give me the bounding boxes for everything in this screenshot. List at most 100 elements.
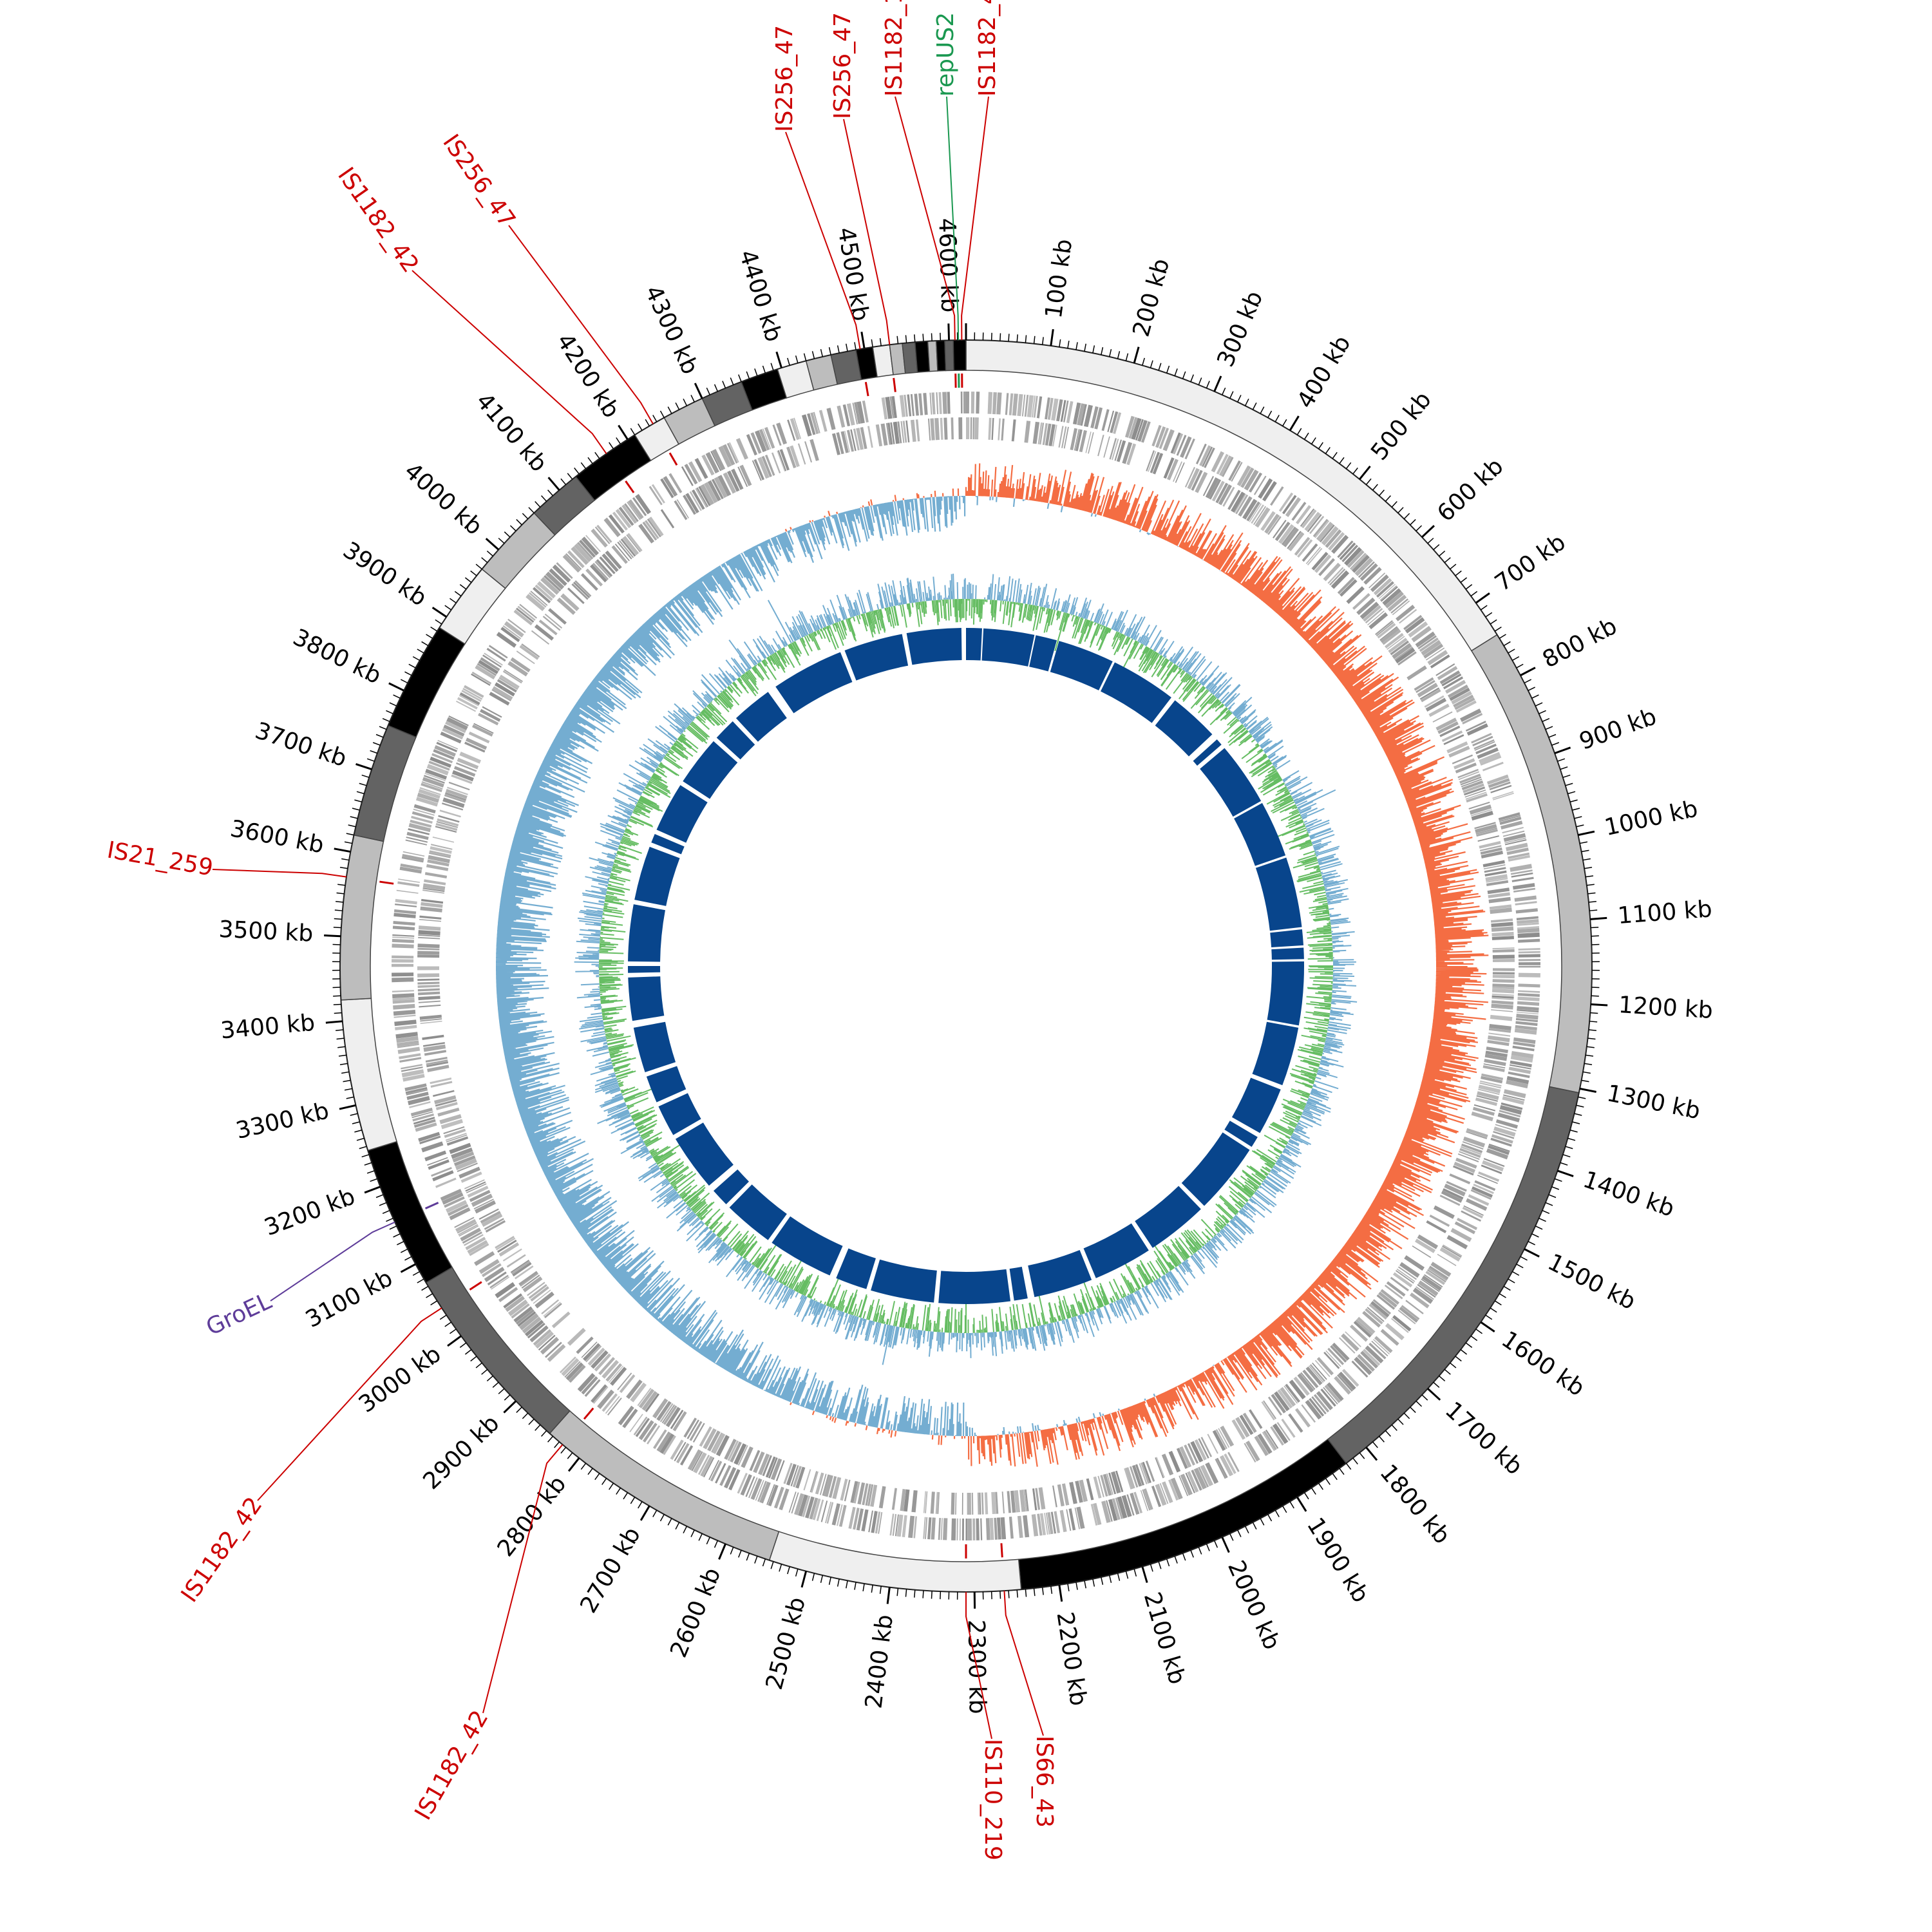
cds-reverse: [510, 1260, 530, 1273]
minor-tick: [616, 437, 621, 444]
cds-forward: [1320, 1388, 1336, 1407]
minor-tick: [879, 1586, 882, 1595]
cds-forward: [688, 461, 703, 482]
cds-reverse: [1109, 438, 1117, 460]
minor-tick: [1494, 1300, 1502, 1305]
cds-forward: [1439, 1247, 1461, 1262]
cds-reverse: [1406, 665, 1427, 681]
minor-tick: [1339, 1468, 1345, 1475]
minor-tick: [1499, 634, 1506, 639]
cds-forward: [1504, 839, 1527, 846]
cds-reverse: [1190, 1441, 1204, 1463]
cds-forward: [419, 1135, 441, 1144]
cds-forward: [519, 1313, 539, 1331]
cds-forward: [629, 1414, 643, 1432]
cds-reverse: [538, 620, 558, 636]
cds-reverse: [451, 1147, 473, 1159]
cds-forward: [447, 1204, 469, 1217]
cds-reverse: [951, 417, 954, 440]
cds-reverse: [1058, 426, 1064, 448]
cds-reverse: [1311, 551, 1329, 571]
cds-reverse: [422, 889, 444, 894]
cds-forward: [633, 1416, 648, 1435]
minor-tick: [1372, 484, 1378, 491]
cds-forward: [519, 603, 538, 619]
minor-tick: [1516, 663, 1524, 668]
minor-tick: [738, 1549, 742, 1558]
cds-reverse: [610, 1367, 627, 1386]
cds-reverse: [605, 1363, 621, 1381]
cds-reverse: [502, 1248, 522, 1262]
cds-reverse: [753, 459, 765, 480]
minor-tick: [1499, 1293, 1506, 1298]
minor-tick: [811, 1573, 815, 1581]
cds-forward: [1254, 1435, 1269, 1457]
cds-forward: [1358, 561, 1375, 578]
blast-block-22: [938, 1269, 1011, 1304]
tick-label-4400kb: 4400 kb: [734, 247, 786, 345]
minor-tick: [601, 1478, 607, 1485]
cds-forward: [1281, 1418, 1296, 1438]
minor-tick: [746, 1553, 750, 1561]
cds-forward: [612, 511, 628, 531]
cds-reverse: [1341, 1333, 1359, 1352]
cds-reverse: [435, 1102, 458, 1110]
cds-forward: [1508, 1066, 1531, 1074]
minor-tick: [652, 415, 658, 422]
cds-forward: [1170, 1477, 1183, 1500]
cds-reverse: [900, 421, 905, 443]
cds-reverse: [573, 582, 591, 599]
contig-segment-11: [353, 724, 417, 842]
cds-reverse: [1215, 482, 1229, 504]
minor-tick: [1465, 1342, 1473, 1348]
cds-forward: [801, 414, 812, 437]
cds-reverse: [608, 1365, 624, 1383]
minor-tick: [1585, 1054, 1594, 1057]
cds-reverse: [741, 1446, 753, 1468]
tick-label-2400kb: 2400 kb: [860, 1613, 898, 1710]
cds-forward: [526, 594, 545, 612]
cds-reverse: [432, 836, 455, 843]
cds-reverse: [1492, 993, 1514, 996]
cds-reverse: [567, 587, 585, 604]
cds-forward: [397, 1040, 419, 1047]
feature-label-groel: GroEL: [202, 1288, 276, 1341]
cds-forward: [513, 609, 533, 626]
cds-forward: [608, 514, 625, 534]
minor-tick: [1591, 927, 1599, 929]
cds-reverse: [1103, 1473, 1112, 1496]
cds-reverse: [886, 422, 891, 445]
cds-forward: [517, 605, 536, 621]
cds-reverse: [1461, 779, 1482, 788]
cds-forward: [728, 1469, 741, 1491]
cds-reverse: [1459, 773, 1481, 784]
cds-reverse: [438, 815, 460, 823]
cds-reverse: [1116, 440, 1126, 462]
cds-forward: [1516, 1014, 1539, 1020]
cds-forward: [398, 878, 420, 883]
major-tick: [334, 848, 351, 853]
major-tick: [1554, 746, 1571, 755]
cds-forward: [1263, 1430, 1277, 1451]
cds-reverse: [1412, 1245, 1432, 1258]
cds-forward: [1454, 1221, 1476, 1235]
minor-tick: [1092, 345, 1095, 354]
cds-reverse: [1278, 524, 1294, 544]
feature-label-is256-47: IS256_47: [772, 25, 798, 132]
cds-reverse: [1280, 1387, 1296, 1407]
leader-line-2: [946, 96, 960, 341]
cds-forward: [1502, 830, 1525, 837]
minor-tick: [528, 1418, 535, 1425]
cds-forward: [1513, 1041, 1535, 1048]
cds-reverse: [786, 1463, 797, 1486]
blast-block-24: [836, 1248, 876, 1289]
cds-forward: [826, 1502, 834, 1524]
cds-forward: [878, 1511, 883, 1534]
cds-forward: [1300, 508, 1315, 527]
minor-tick: [444, 1321, 452, 1327]
minor-tick: [787, 1566, 790, 1575]
cds-forward: [1045, 1512, 1050, 1535]
scale-ticks: [324, 323, 1608, 1609]
minor-tick: [464, 1349, 472, 1355]
cds-reverse: [1150, 451, 1160, 473]
